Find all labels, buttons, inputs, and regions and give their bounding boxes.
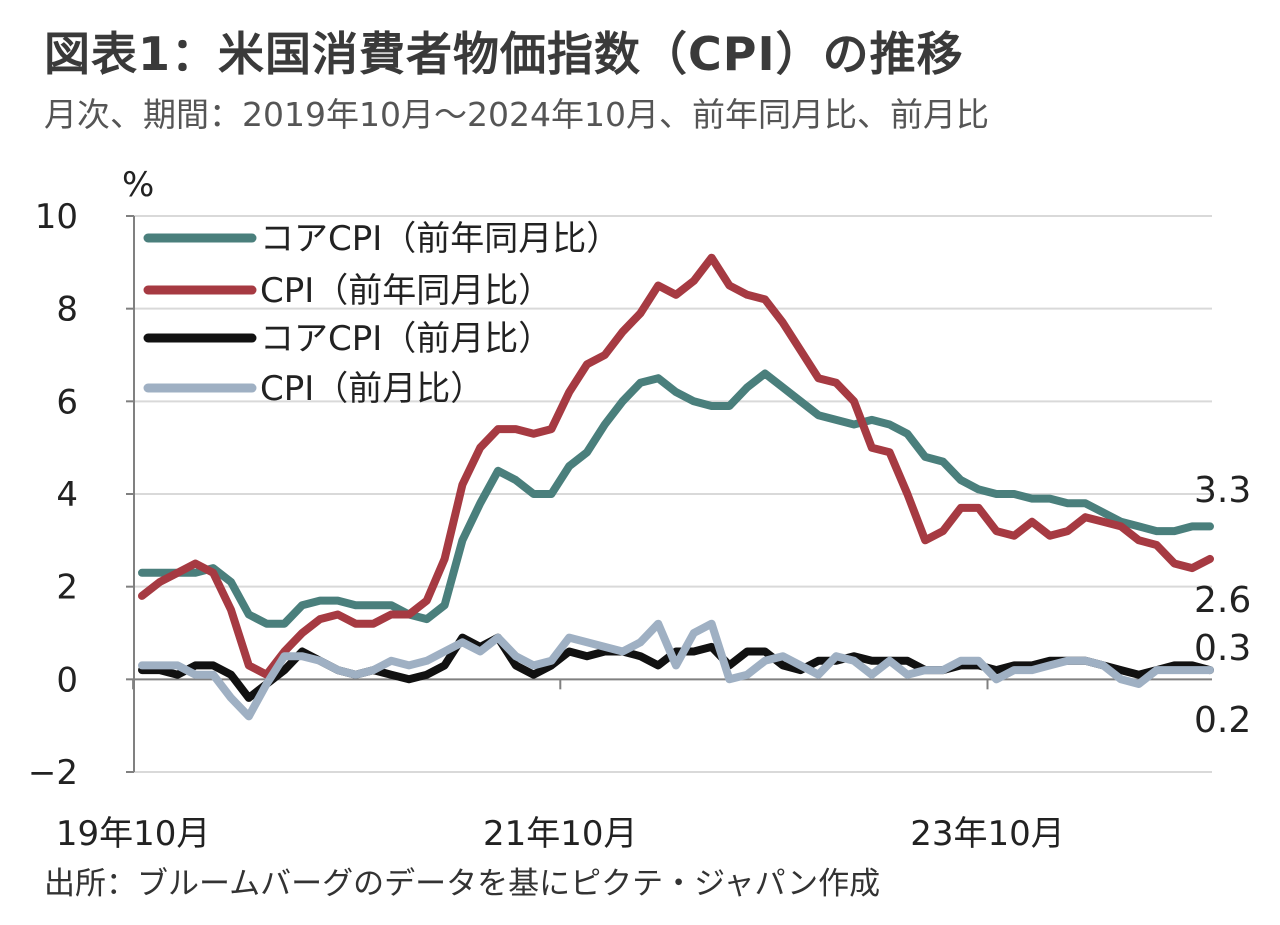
axes: −2 0 2 4 6 8 10% 19年10月 21年10月 23年10月 [28,165,1212,854]
y-tick-label: 8 [56,290,78,330]
y-tick-label: −2 [28,753,78,793]
end-value-label: 0.2 [1194,700,1251,741]
chart-subtitle: 月次、期間：2019年10月～2024年10月、前年同月比、前月比 [44,95,989,134]
source-note: 出所：ブルームバーグのデータを基にピクテ・ジャパン作成 [44,866,881,902]
y-unit-label: % [122,165,154,205]
series-line-3 [138,619,1214,721]
gridlines [134,215,1212,773]
y-tick-label: 2 [56,568,78,608]
end-value-label: 2.6 [1194,580,1251,621]
x-tick-label: 19年10月 [56,814,211,854]
legend-label: CPI（前月比） [260,369,484,409]
end-labels: 3.3 2.6 0.3 0.2 [1194,470,1251,741]
y-tick-label: 6 [56,382,78,422]
end-value-label: 0.3 [1194,628,1251,669]
y-tick-label: 0 [56,660,78,700]
legend-label: コアCPI（前月比） [260,319,552,359]
series-line-1 [138,253,1214,679]
legend: コアCPI（前年同月比） CPI（前年同月比） コアCPI（前月比） CPI（前月比） [143,219,620,409]
y-tick-label: 4 [56,475,78,515]
legend-label: コアCPI（前年同月比） [260,219,620,259]
series-lines [138,253,1214,721]
x-tick-label: 23年10月 [910,814,1065,854]
series-line-0 [138,369,1214,628]
x-tick-label: 21年10月 [483,814,638,854]
end-value-label: 3.3 [1194,470,1251,511]
y-tick-label: 10 [35,197,78,237]
legend-label: CPI（前年同月比） [260,271,552,311]
chart-title: 図表1：米国消費者物価指数（CPI）の推移 [44,27,964,81]
